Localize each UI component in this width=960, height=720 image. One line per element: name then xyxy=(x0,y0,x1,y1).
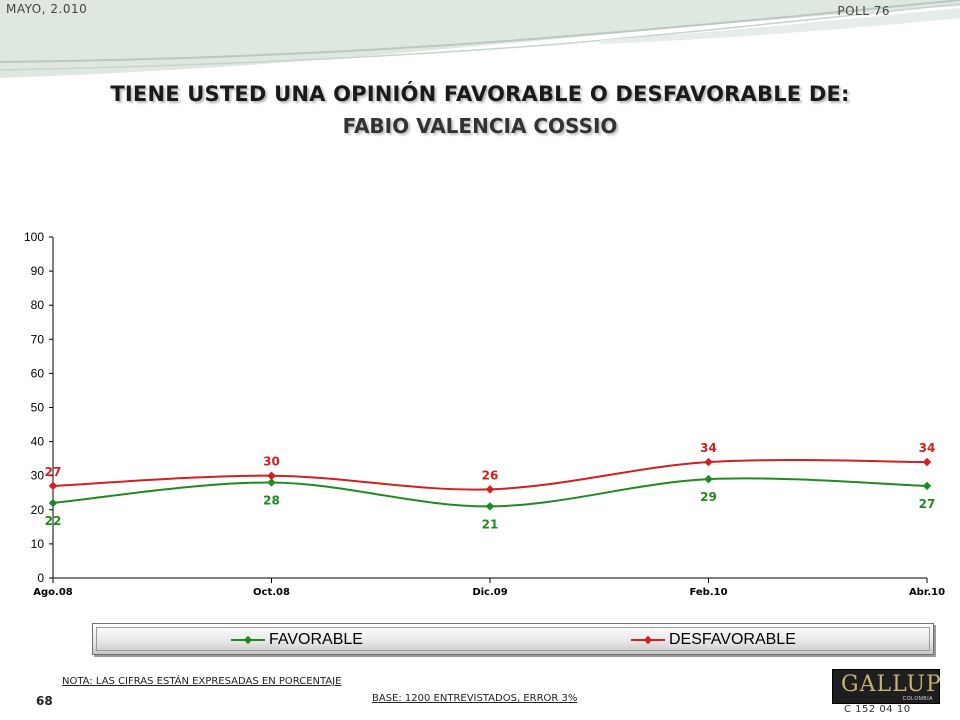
y-tick-label: 60 xyxy=(31,366,45,380)
legend-marker-favorable xyxy=(231,635,265,645)
y-tick-label: 80 xyxy=(31,298,45,312)
chart-legend: FAVORABLE DESFAVORABLE xyxy=(92,623,934,655)
chart-subtitle: FABIO VALENCIA COSSIO xyxy=(342,114,618,138)
point-desfavorable xyxy=(922,457,932,467)
page-number: 68 xyxy=(36,694,53,708)
y-tick-label: 90 xyxy=(31,264,45,278)
y-tick-label: 40 xyxy=(31,435,45,449)
data-label-favorable: 29 xyxy=(700,490,717,504)
x-tick-label: Dic.09 xyxy=(472,587,507,598)
point-desfavorable xyxy=(704,457,713,467)
y-tick-label: 20 xyxy=(31,503,45,517)
chart-title: TIENE USTED UNA OPINIÓN FAVORABLE O DESF… xyxy=(110,82,850,106)
logo-word: GALLUP xyxy=(841,672,942,697)
legend-label-favorable: FAVORABLE xyxy=(269,631,363,648)
data-label-desfavorable: 30 xyxy=(263,455,280,469)
point-favorable xyxy=(704,474,713,484)
point-desfavorable xyxy=(267,471,276,480)
point-favorable xyxy=(48,498,58,508)
y-tick-label: 30 xyxy=(31,469,45,483)
footer-base: BASE: 1200 ENTREVISTADOS, ERROR 3% xyxy=(372,693,578,704)
header-swoosh xyxy=(0,0,960,78)
logo-sub: COLOMBIA xyxy=(902,696,933,702)
point-favorable xyxy=(922,481,932,491)
y-tick-label: 50 xyxy=(31,401,45,415)
data-label-favorable: 21 xyxy=(482,517,499,531)
y-tick-label: 100 xyxy=(24,230,44,244)
point-favorable xyxy=(485,502,495,511)
legend-marker-desfavorable xyxy=(631,635,665,645)
header-date: MAYO, 2.010 xyxy=(6,2,88,16)
data-label-desfavorable: 26 xyxy=(482,468,499,482)
data-label-favorable: 27 xyxy=(919,497,936,511)
header-poll: POLL 76 xyxy=(837,4,890,18)
point-desfavorable xyxy=(48,481,58,491)
footer-code: C 152 04 10 xyxy=(844,704,911,715)
gallup-logo: GALLUP COLOMBIA xyxy=(832,669,942,704)
data-label-favorable: 28 xyxy=(263,494,280,508)
footer-note: NOTA: LAS CIFRAS ESTÁN EXPRESADAS EN POR… xyxy=(62,676,342,687)
legend-item-desfavorable: DESFAVORABLE xyxy=(631,628,796,652)
data-label-desfavorable: 34 xyxy=(700,441,717,455)
x-tick-label: Ago.08 xyxy=(33,587,73,598)
data-label-desfavorable: 27 xyxy=(45,465,62,479)
data-label-desfavorable: 34 xyxy=(919,441,936,455)
data-label-favorable: 22 xyxy=(45,514,62,528)
x-tick-label: Abr.10 xyxy=(909,587,945,598)
y-tick-label: 70 xyxy=(31,332,45,346)
legend-item-favorable: FAVORABLE xyxy=(231,628,363,652)
legend-label-desfavorable: DESFAVORABLE xyxy=(669,631,796,648)
y-tick-label: 10 xyxy=(31,537,45,551)
x-tick-label: Feb.10 xyxy=(689,587,727,598)
y-tick-label: 0 xyxy=(37,571,44,585)
point-desfavorable xyxy=(485,485,495,494)
point-favorable xyxy=(267,478,276,487)
line-chart: 0 10 20 30 40 50 60 70 80 90 100 Ago.08 Oct.08 Dic.09… xyxy=(24,230,945,598)
x-tick-label: Oct.08 xyxy=(253,587,290,598)
